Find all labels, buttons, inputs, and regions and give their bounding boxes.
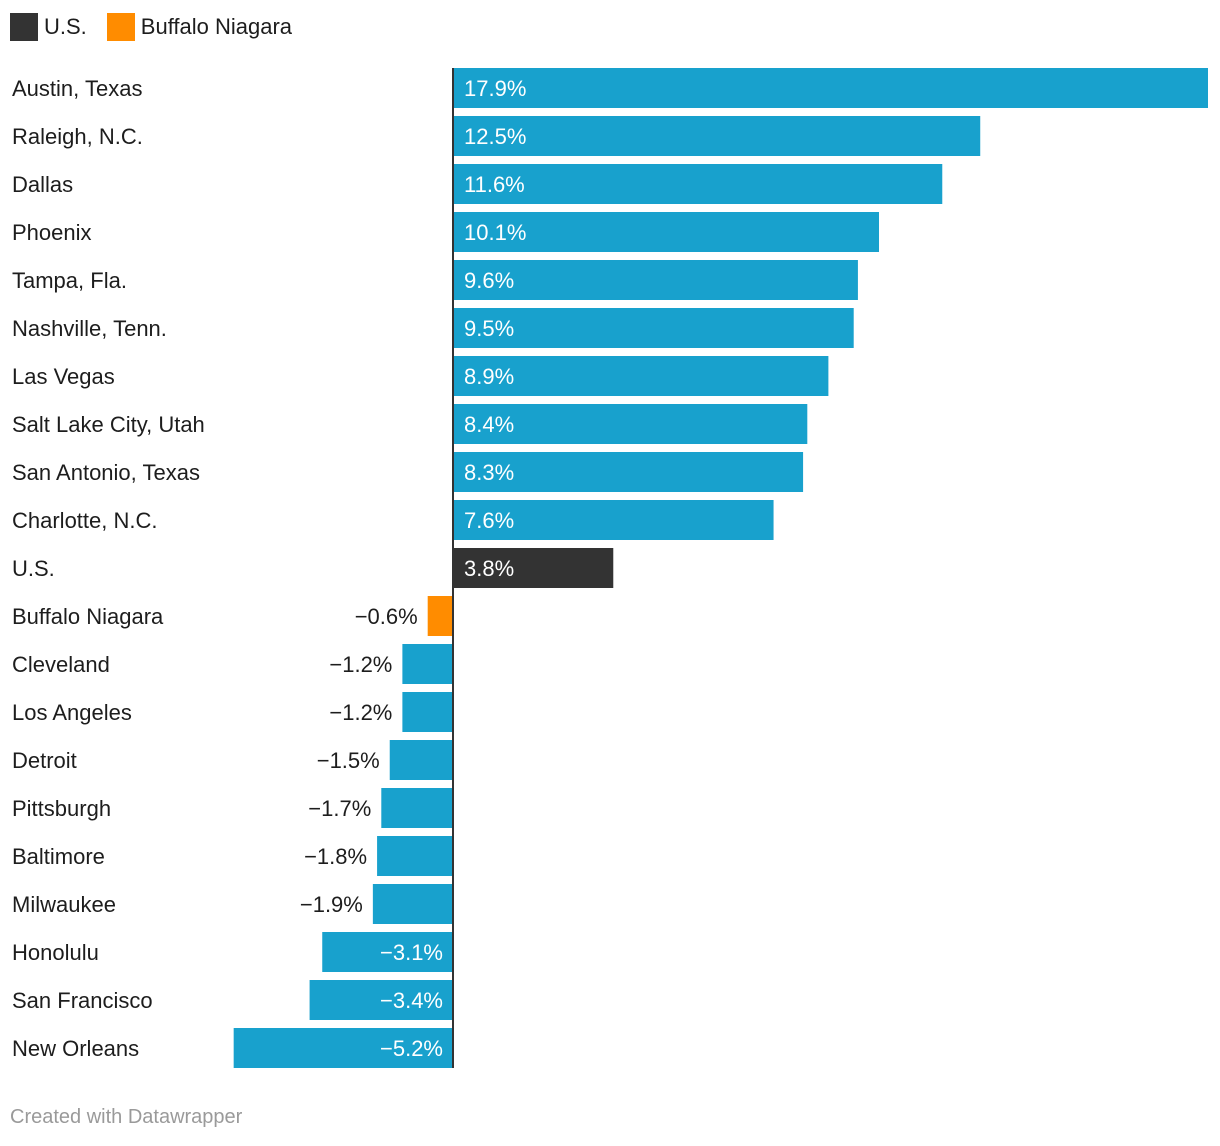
- legend: U.S. Buffalo Niagara: [10, 12, 312, 42]
- category-label-u-s: U.S.: [12, 556, 55, 581]
- value-label-new-orleans: −5.2%: [380, 1036, 443, 1061]
- value-label-phoenix: 10.1%: [464, 220, 526, 245]
- value-label-cleveland: −1.2%: [329, 652, 392, 677]
- bar-honolulu: [322, 932, 453, 972]
- category-label-tampa-fla: Tampa, Fla.: [12, 268, 127, 293]
- value-label-honolulu: −3.1%: [380, 940, 443, 965]
- bar-phoenix: [453, 212, 880, 252]
- category-label-phoenix: Phoenix: [12, 220, 92, 245]
- bar-buffalo-niagara: [427, 596, 453, 636]
- legend-swatch-us: [10, 13, 38, 41]
- value-label-tampa-fla: 9.6%: [464, 268, 514, 293]
- value-label-charlotte-n-c: 7.6%: [464, 508, 514, 533]
- value-label-san-francisco: −3.4%: [380, 988, 443, 1013]
- value-label-pittsburgh: −1.7%: [308, 796, 371, 821]
- category-label-raleigh-n-c: Raleigh, N.C.: [12, 124, 143, 149]
- category-label-honolulu: Honolulu: [12, 940, 99, 965]
- value-label-milwaukee: −1.9%: [300, 892, 363, 917]
- value-label-austin-texas: 17.9%: [464, 76, 526, 101]
- bar-u-s: [453, 548, 614, 588]
- bar-tampa-fla: [453, 260, 858, 300]
- bar-las-vegas: [453, 356, 829, 396]
- value-label-baltimore: −1.8%: [304, 844, 367, 869]
- bar-san-antonio-texas: [453, 452, 804, 492]
- bar-nashville-tenn: [453, 308, 854, 348]
- category-label-san-francisco: San Francisco: [12, 988, 153, 1013]
- bar-baltimore: [377, 836, 453, 876]
- value-label-las-vegas: 8.9%: [464, 364, 514, 389]
- bar-milwaukee: [372, 884, 453, 924]
- legend-item-us: U.S.: [10, 13, 87, 41]
- bar-los-angeles: [402, 692, 453, 732]
- bar-austin-texas: [453, 68, 1208, 108]
- footer-credit: Created with Datawrapper: [10, 1106, 243, 1128]
- value-label-nashville-tenn: 9.5%: [464, 316, 514, 341]
- category-label-new-orleans: New Orleans: [12, 1036, 139, 1061]
- category-label-baltimore: Baltimore: [12, 844, 105, 869]
- category-label-charlotte-n-c: Charlotte, N.C.: [12, 508, 158, 533]
- legend-label-buffalo-niagara: Buffalo Niagara: [140, 14, 293, 39]
- category-label-pittsburgh: Pittsburgh: [12, 796, 111, 821]
- bar-raleigh-n-c: [453, 116, 981, 156]
- value-label-dallas: 11.6%: [464, 172, 525, 197]
- value-label-detroit: −1.5%: [317, 748, 380, 773]
- value-label-san-antonio-texas: 8.3%: [464, 460, 514, 485]
- bar-dallas: [453, 164, 943, 204]
- value-label-buffalo-niagara: −0.6%: [355, 604, 418, 629]
- category-label-las-vegas: Las Vegas: [12, 364, 115, 389]
- legend-label-us: U.S.: [44, 14, 87, 39]
- legend-swatch-buffalo-niagara: [106, 13, 135, 41]
- category-label-austin-texas: Austin, Texas: [12, 76, 142, 101]
- bar-detroit: [389, 740, 453, 780]
- category-label-dallas: Dallas: [12, 172, 73, 197]
- category-label-cleveland: Cleveland: [12, 652, 110, 677]
- category-label-milwaukee: Milwaukee: [12, 892, 116, 917]
- category-label-los-angeles: Los Angeles: [12, 700, 132, 725]
- category-label-salt-lake-city-utah: Salt Lake City, Utah: [12, 412, 205, 437]
- category-label-detroit: Detroit: [12, 748, 77, 773]
- category-label-nashville-tenn: Nashville, Tenn.: [12, 316, 167, 341]
- value-label-raleigh-n-c: 12.5%: [464, 124, 526, 149]
- category-label-san-antonio-texas: San Antonio, Texas: [12, 460, 200, 485]
- value-label-salt-lake-city-utah: 8.4%: [464, 412, 514, 437]
- legend-item-buffalo-niagara: Buffalo Niagara: [106, 13, 293, 41]
- bar-cleveland: [402, 644, 453, 684]
- category-label-buffalo-niagara: Buffalo Niagara: [12, 604, 164, 629]
- value-label-los-angeles: −1.2%: [329, 700, 392, 725]
- bar-pittsburgh: [381, 788, 453, 828]
- bar-salt-lake-city-utah: [453, 404, 808, 444]
- bar-san-francisco: [309, 980, 453, 1020]
- bar-new-orleans: [233, 1028, 453, 1068]
- bar-charlotte-n-c: [453, 500, 774, 540]
- value-label-u-s: 3.8%: [464, 556, 514, 581]
